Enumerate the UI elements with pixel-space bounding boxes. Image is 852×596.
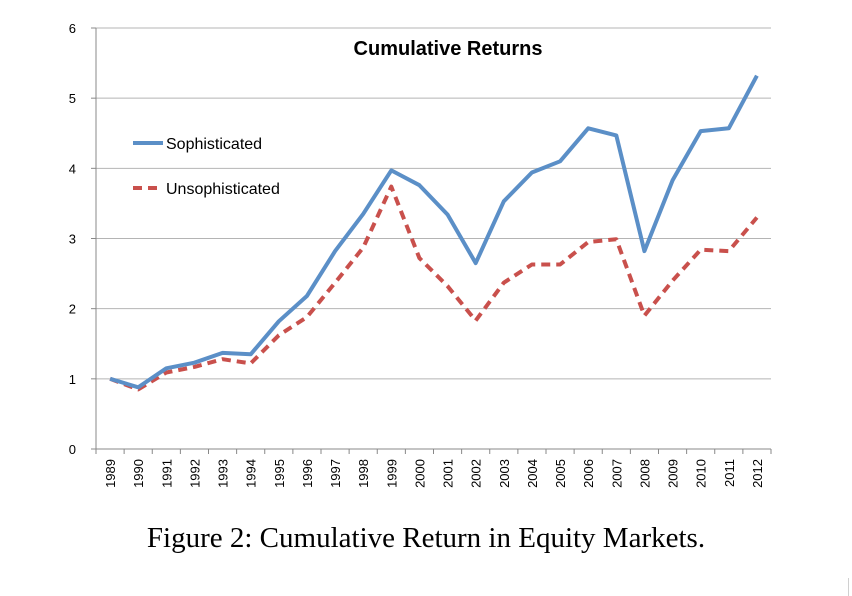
- y-tick-labels: 0 1 2 3 4 5 6: [69, 21, 76, 457]
- series-line-sophisticated: [109, 74, 759, 390]
- x-tick-labels: 1989 1990 1991 1992 1993 1994 1995 1996 1997 1998…: [103, 459, 765, 488]
- page-edge-divider: [848, 578, 849, 596]
- y-tick-label: 6: [69, 21, 76, 36]
- x-tick-label: 1995: [272, 459, 287, 488]
- x-tick-label: 1998: [356, 459, 371, 488]
- y-tick-label: 1: [69, 372, 76, 387]
- x-tick-label: 1989: [103, 459, 118, 488]
- y-tick-label: 4: [69, 161, 76, 176]
- legend: Sophisticated Unsophisticated: [133, 136, 280, 198]
- y-tick-label: 3: [69, 232, 76, 247]
- legend-label-sophisticated: Sophisticated: [166, 136, 262, 153]
- y-tick-label: 5: [69, 91, 76, 106]
- x-tick-label: 1990: [131, 459, 146, 488]
- series: [109, 74, 759, 392]
- x-tick-label: 2001: [441, 459, 456, 488]
- x-tick-label: 1992: [187, 459, 202, 488]
- x-tick-label: 1999: [384, 459, 399, 488]
- x-tick-label: 2009: [666, 459, 681, 488]
- chart-title: Cumulative Returns: [354, 38, 543, 60]
- axes: [91, 27, 772, 454]
- x-tick-label: 1991: [159, 459, 174, 488]
- series-line-unsophisticated: [109, 184, 759, 392]
- grid: [96, 27, 771, 380]
- x-tick-label: 2011: [722, 459, 737, 487]
- x-tick-label: 1993: [216, 459, 231, 488]
- x-tick-label: 2002: [469, 459, 484, 488]
- figure-caption: Figure 2: Cumulative Return in Equity Ma…: [146, 522, 706, 554]
- y-tick-label: 2: [69, 302, 76, 317]
- x-tick-label: 2004: [525, 459, 540, 488]
- x-tick-label: 2005: [553, 459, 568, 488]
- x-tick-label: 1996: [300, 459, 315, 488]
- chart: 0 1 2 3 4 5 6 1989 1990 1991 1992 1993 1994 1995 1996…: [69, 21, 772, 488]
- x-tick-label: 2006: [581, 459, 596, 488]
- x-tick-label: 2008: [637, 459, 652, 488]
- x-tick-label: 2010: [694, 459, 709, 488]
- x-tick-label: 2000: [412, 459, 427, 488]
- legend-label-unsophisticated: Unsophisticated: [166, 181, 280, 198]
- x-tick-label: 1994: [244, 459, 259, 488]
- x-tick-label: 2003: [497, 459, 512, 488]
- y-tick-label: 0: [69, 442, 76, 457]
- x-tick-label: 2012: [750, 459, 765, 488]
- x-tick-label: 2007: [609, 459, 624, 488]
- x-tick-label: 1997: [328, 459, 343, 488]
